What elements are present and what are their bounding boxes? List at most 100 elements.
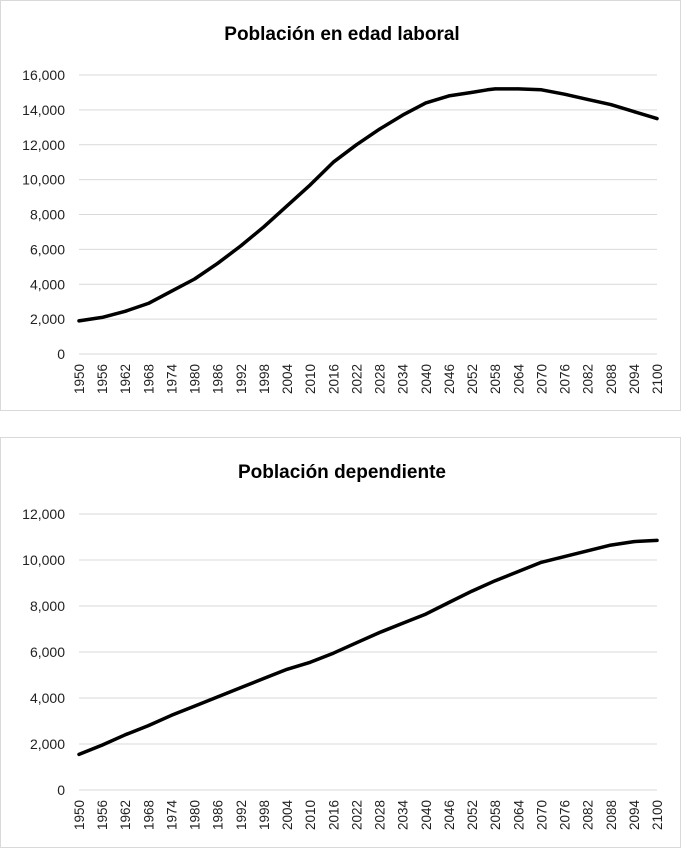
x-tick-label: 1974 <box>164 364 179 395</box>
data-point <box>123 309 127 313</box>
x-tick-label: 1968 <box>141 364 156 394</box>
dependent-chart: Población dependiente 0 2,000 4,000 6,000 8,… <box>22 462 665 831</box>
data-point <box>216 695 220 699</box>
x-tick-label: 1986 <box>211 364 226 394</box>
chart-panel-working-age: Población en edad laboral 0 2,000 4,000 6,0… <box>0 0 681 411</box>
data-point <box>378 127 382 131</box>
x-tick-label: 2040 <box>419 800 434 830</box>
data-point <box>401 621 405 625</box>
y-tick-label: 8,000 <box>30 207 65 223</box>
data-point <box>424 101 428 105</box>
x-tick-label: 2028 <box>373 800 388 830</box>
data-point <box>586 97 590 101</box>
data-point <box>516 570 520 573</box>
data-point <box>563 92 566 96</box>
data-point <box>239 686 243 690</box>
x-tick-label: 2034 <box>396 364 411 395</box>
data-point <box>285 667 289 671</box>
x-tick-label: 2046 <box>442 800 457 830</box>
data-point <box>609 103 613 107</box>
y-tick-label: 0 <box>57 346 65 362</box>
data-point <box>77 752 81 756</box>
data-point <box>308 183 312 187</box>
y-tick-label: 10,000 <box>22 552 65 568</box>
x-tick-label: 1956 <box>95 800 110 830</box>
x-tick-label: 1998 <box>257 800 272 830</box>
data-point <box>447 601 451 604</box>
data-point <box>493 87 497 91</box>
data-point <box>354 641 358 645</box>
series-line <box>77 538 659 757</box>
x-tick-label: 1992 <box>234 364 249 394</box>
x-tick-label: 1974 <box>164 800 179 831</box>
x-tick-label: 2070 <box>534 800 549 830</box>
data-point <box>470 90 474 94</box>
x-tick-label: 1962 <box>118 800 133 830</box>
data-point <box>77 319 81 323</box>
series-line <box>77 87 659 323</box>
x-tick-label: 2052 <box>465 800 480 830</box>
data-point <box>655 117 659 121</box>
x-tick-label: 1950 <box>72 800 87 830</box>
data-point <box>146 724 150 728</box>
x-tick-label: 2064 <box>511 364 526 395</box>
y-tick-label: 12,000 <box>22 506 65 522</box>
x-tick-label: 2010 <box>303 364 318 394</box>
x-tick-label: 2004 <box>280 800 295 831</box>
y-tick-label: 8,000 <box>30 598 65 614</box>
x-tick-label: 2100 <box>650 364 665 394</box>
data-point <box>401 113 405 117</box>
data-point <box>170 289 173 293</box>
data-point <box>539 560 543 564</box>
data-point <box>516 87 520 91</box>
data-point <box>609 543 613 547</box>
x-tick-label: 1968 <box>141 800 156 830</box>
data-point <box>331 160 335 164</box>
x-tick-label: 2004 <box>280 364 295 395</box>
x-tick-label: 2076 <box>558 364 573 394</box>
y-tick-label: 4,000 <box>30 690 65 706</box>
chart-title: Población en edad laboral <box>224 24 459 45</box>
data-point <box>655 538 659 542</box>
x-tick-label: 1980 <box>188 800 203 830</box>
y-tick-label: 4,000 <box>30 276 65 292</box>
data-point <box>216 261 220 265</box>
data-point <box>486 88 489 92</box>
x-tick-label: 2076 <box>558 800 573 830</box>
data-point <box>123 733 127 737</box>
x-tick-label: 1986 <box>211 800 226 830</box>
y-tick-label: 2,000 <box>30 736 65 752</box>
data-point <box>378 631 382 634</box>
x-tick-label: 2052 <box>465 364 480 394</box>
data-point <box>239 244 243 248</box>
x-tick-label: 2082 <box>581 800 596 830</box>
data-point <box>100 743 104 747</box>
y-tick-label: 16,000 <box>22 67 65 83</box>
x-tick-label: 2100 <box>650 800 665 830</box>
data-point <box>470 589 474 593</box>
x-tick-label: 1962 <box>118 364 133 394</box>
data-point <box>563 555 566 559</box>
x-tick-label: 1956 <box>95 364 110 394</box>
data-point <box>447 94 451 98</box>
x-tick-label: 2058 <box>488 800 503 830</box>
y-tick-label: 6,000 <box>30 241 65 257</box>
x-tick-label: 2082 <box>581 364 596 394</box>
data-point <box>632 540 636 544</box>
data-point <box>100 315 104 319</box>
x-tick-label: 2010 <box>303 800 318 830</box>
data-point <box>170 713 173 717</box>
x-tick-label: 2016 <box>326 800 341 830</box>
x-tick-label: 2016 <box>326 364 341 394</box>
x-tick-label: 2088 <box>604 800 619 830</box>
data-point <box>262 225 266 229</box>
x-tick-label: 2022 <box>349 364 364 394</box>
data-point <box>493 579 497 583</box>
data-point <box>193 277 197 281</box>
x-tick-label: 2064 <box>511 800 526 831</box>
data-point <box>308 660 312 664</box>
data-point <box>586 549 590 553</box>
chart-panel-dependent: Población dependiente 0 2,000 4,000 6,000 8,… <box>0 437 681 848</box>
chart-title: Población dependiente <box>238 462 446 483</box>
data-point <box>539 88 543 92</box>
